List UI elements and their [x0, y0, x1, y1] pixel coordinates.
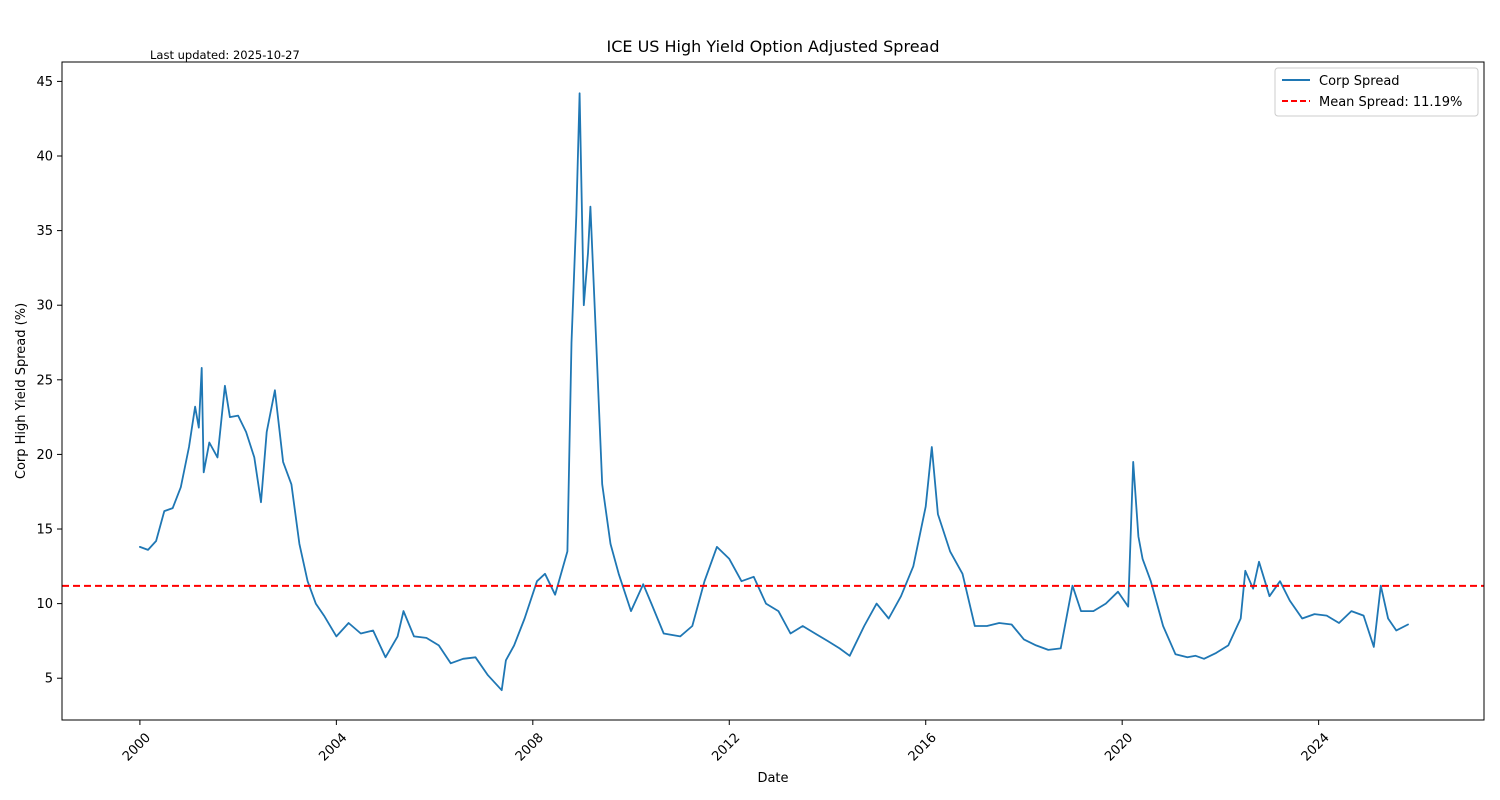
legend-label-mean-spread: Mean Spread: 11.19% — [1319, 95, 1462, 110]
y-tick-label: 30 — [36, 299, 53, 314]
chart-title: ICE US High Yield Option Adjusted Spread — [606, 37, 939, 56]
y-tick-label: 40 — [36, 150, 53, 165]
last-updated-note: Last updated: 2025-10-27 — [150, 48, 300, 62]
y-axis-label: Corp High Yield Spread (%) — [14, 303, 29, 479]
y-axis: 5 10 15 20 25 30 35 40 45 — [36, 75, 62, 687]
y-tick-label: 20 — [36, 448, 53, 463]
y-tick-label: 35 — [36, 224, 53, 239]
y-tick-label: 25 — [36, 373, 53, 388]
y-tick-label: 10 — [36, 597, 53, 612]
x-axis-label: Date — [757, 771, 788, 786]
legend-box — [1274, 67, 1479, 117]
plot-frame — [61, 61, 1485, 721]
legend-label-corp-spread: Corp Spread — [1319, 74, 1400, 89]
y-tick-label: 5 — [45, 672, 53, 687]
y-tick-label: 45 — [36, 75, 53, 90]
series-line-corp-spread — [138, 92, 1409, 692]
y-tick-label: 15 — [36, 523, 53, 538]
plot-area — [62, 92, 1484, 692]
legend: Corp Spread Mean Spread: 11.19% — [1274, 67, 1479, 117]
